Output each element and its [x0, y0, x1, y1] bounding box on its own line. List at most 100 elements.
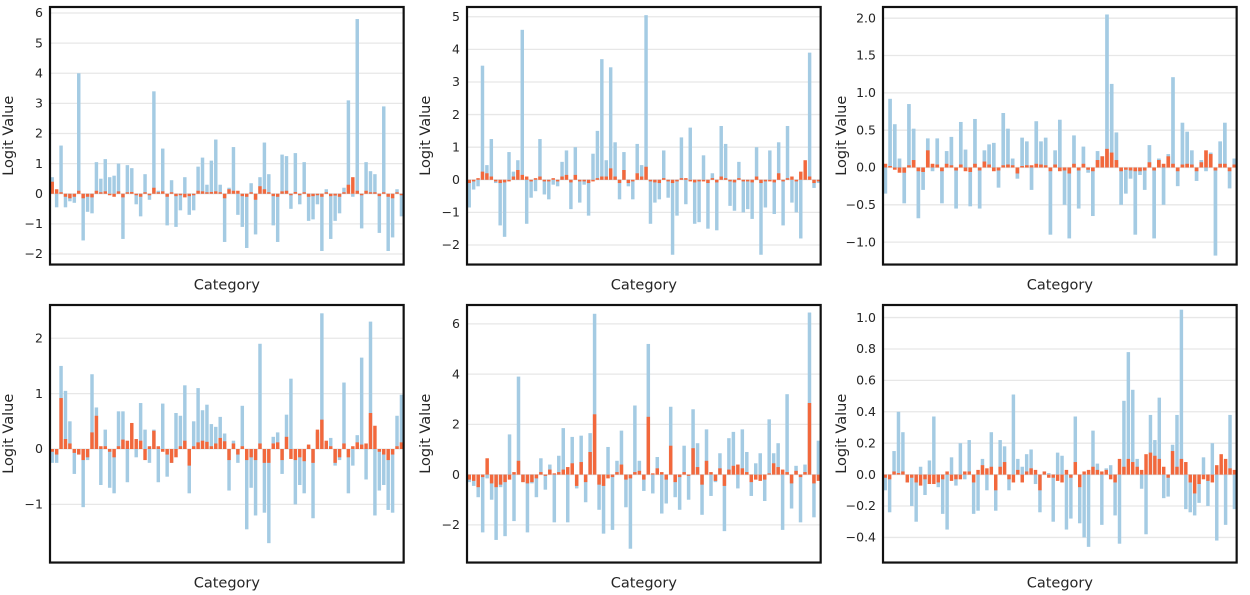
- bar-orange: [731, 465, 735, 475]
- bar-blue: [1001, 113, 1006, 168]
- bar-blue: [1016, 458, 1020, 475]
- bar-blue: [802, 464, 807, 475]
- bar-orange: [191, 445, 196, 449]
- bar-orange: [643, 166, 648, 180]
- bar-orange: [1213, 167, 1218, 171]
- bar-orange: [116, 445, 121, 449]
- bar-orange: [919, 474, 923, 486]
- svg-text:−2: −2: [441, 517, 459, 532]
- bar-orange: [161, 191, 165, 194]
- bar-blue: [1060, 455, 1065, 475]
- bar-blue: [1113, 474, 1118, 515]
- bar-orange: [987, 164, 992, 168]
- bar-orange: [657, 179, 661, 184]
- bar-blue: [811, 179, 816, 188]
- bar-orange: [1086, 167, 1091, 170]
- bar-orange: [762, 474, 767, 480]
- svg-text:5: 5: [452, 9, 460, 24]
- svg-text:0.0: 0.0: [856, 466, 876, 481]
- plot-frame: [882, 303, 1239, 564]
- bar-orange: [592, 413, 596, 475]
- bar-blue: [1058, 119, 1062, 168]
- bar-orange: [94, 190, 99, 194]
- bar-blue: [888, 98, 893, 168]
- bar-orange: [949, 165, 954, 168]
- bar-blue: [621, 152, 626, 180]
- bar-orange: [489, 474, 494, 483]
- bar-blue: [289, 193, 293, 209]
- svg-text:3: 3: [452, 74, 460, 89]
- bar-orange: [914, 474, 919, 482]
- bar-blue: [209, 423, 214, 449]
- bar-orange: [1073, 461, 1078, 475]
- bar-blue: [785, 125, 789, 180]
- bar-blue: [1029, 449, 1034, 475]
- bar-orange: [992, 167, 996, 172]
- bar-orange: [735, 464, 740, 475]
- bar-blue: [613, 142, 617, 180]
- bar-blue: [337, 193, 342, 214]
- bar-blue: [516, 376, 520, 475]
- bar-blue: [533, 179, 537, 192]
- bar-blue: [328, 437, 333, 449]
- plot-frame: [465, 303, 822, 564]
- bar-blue: [1133, 167, 1138, 235]
- bar-orange: [897, 167, 902, 173]
- bar-blue: [683, 179, 688, 205]
- bar-orange: [275, 193, 280, 197]
- bar-orange: [302, 192, 306, 194]
- bar-blue: [143, 429, 147, 449]
- bar-orange: [628, 474, 632, 478]
- y-axis-label: Logit Value: [834, 96, 850, 176]
- bar-blue: [81, 193, 85, 241]
- bar-blue: [697, 179, 701, 223]
- bar-orange: [1034, 469, 1038, 475]
- bar-orange: [1020, 166, 1025, 168]
- bar-blue: [231, 147, 236, 194]
- bar-orange: [209, 445, 214, 449]
- bar-plot: −2 −1 0 1 2 3 4 5 Logit Value Category: [418, 5, 822, 294]
- bar-blue: [147, 193, 152, 200]
- bar-blue: [77, 73, 81, 194]
- bar-orange: [559, 176, 564, 180]
- bar-orange: [72, 193, 77, 197]
- bar-blue: [506, 152, 511, 180]
- gridlines: [466, 16, 821, 246]
- plot-frame: [48, 303, 405, 564]
- bar-blue: [635, 143, 639, 180]
- bar-orange: [174, 448, 178, 457]
- bar-blue: [280, 448, 284, 474]
- bar-orange: [901, 471, 905, 475]
- bar-orange: [1185, 163, 1190, 168]
- bar-orange: [964, 167, 968, 172]
- bar-blue: [267, 174, 271, 194]
- bar-orange: [134, 438, 138, 449]
- bar-blue: [227, 448, 231, 491]
- bar-blue: [320, 312, 324, 449]
- bar-blue: [1204, 167, 1209, 172]
- bar-orange: [262, 448, 267, 463]
- bar-blue: [883, 474, 888, 490]
- svg-text:0.4: 0.4: [856, 404, 876, 419]
- bar-orange: [1038, 474, 1042, 490]
- bars: [883, 309, 1237, 547]
- bar-orange: [214, 443, 218, 449]
- bar-orange: [311, 448, 315, 463]
- bar-blue: [1195, 167, 1199, 181]
- bar-orange: [1104, 469, 1109, 475]
- bar-orange: [614, 471, 619, 475]
- bar-orange: [1082, 471, 1087, 475]
- bar-blue: [657, 179, 661, 200]
- bar-blue: [364, 162, 368, 194]
- bar-blue: [494, 474, 498, 540]
- bar-blue: [112, 175, 116, 194]
- bar-blue: [529, 179, 533, 198]
- bar-blue: [183, 384, 187, 449]
- bar-blue: [63, 193, 68, 208]
- bar-blue: [570, 436, 574, 475]
- bar-blue: [1012, 394, 1016, 475]
- bar-orange: [985, 467, 989, 475]
- bar-blue: [280, 154, 284, 194]
- bar-orange: [767, 179, 772, 182]
- bar-orange: [1184, 461, 1188, 475]
